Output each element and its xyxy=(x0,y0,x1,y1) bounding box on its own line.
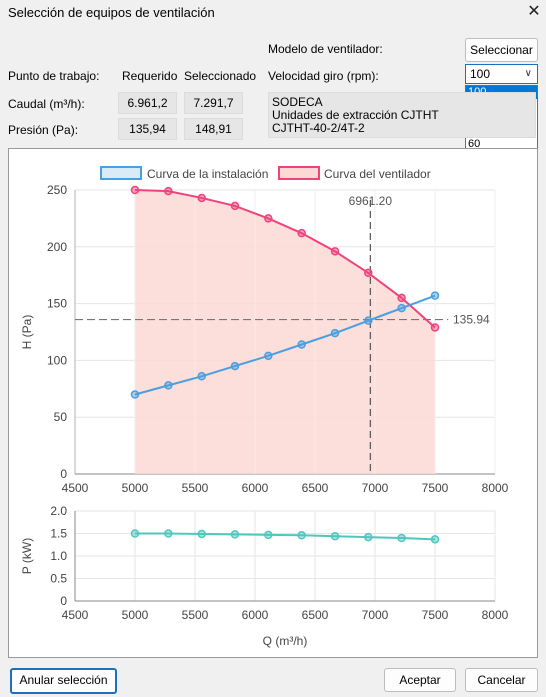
fan-curve-point xyxy=(397,293,406,303)
fan-model: CJTHT-40-2/4T-2 xyxy=(272,121,365,135)
cancelar-button[interactable]: Cancelar xyxy=(465,668,538,692)
presion-label: Presión (Pa): xyxy=(8,123,79,137)
chevron-down-icon: ∨ xyxy=(524,68,532,79)
speed-select-value: 100 xyxy=(470,67,491,81)
x-tick-label: 6000 xyxy=(242,481,269,495)
aceptar-button[interactable]: Aceptar xyxy=(384,668,456,692)
seleccionar-button[interactable]: Seleccionar xyxy=(465,38,538,62)
x-tick-label: 5000 xyxy=(122,481,149,495)
anular-seleccion-button[interactable]: Anular selección xyxy=(10,668,117,694)
installation-curve-point xyxy=(430,291,440,300)
fan-curve-area xyxy=(135,190,435,474)
presion-requerido-value: 135,94 xyxy=(118,118,177,140)
installation-curve-point xyxy=(230,361,240,371)
legend-fan-swatch xyxy=(278,166,320,180)
fan-curve-point xyxy=(130,185,140,195)
installation-curve-point xyxy=(130,390,140,399)
fan-manufacturer: SODECA xyxy=(272,95,323,109)
fan-curve-line xyxy=(134,189,436,329)
power-curve-point xyxy=(264,530,273,540)
power-curve-point xyxy=(297,531,306,540)
power-curve-point xyxy=(330,531,340,541)
modelo-label: Modelo de ventilador: xyxy=(268,42,383,56)
caudal-label: Caudal (m³/h): xyxy=(8,97,85,111)
x-tick-label: 5000 xyxy=(122,608,149,622)
installation-curve-point xyxy=(164,381,173,390)
power-curve-point xyxy=(130,529,140,538)
power-curve-point xyxy=(197,529,206,539)
x-tick-label: 5500 xyxy=(182,481,209,495)
x-tick-label: 7500 xyxy=(422,481,449,495)
fan-curve-point xyxy=(430,323,440,332)
x-tick-label: 4500 xyxy=(62,608,89,622)
y-tick-label: 2.0 xyxy=(50,504,67,518)
y-tick-label: 250 xyxy=(47,183,67,197)
y-tick-label: 100 xyxy=(47,353,67,367)
power-curve-point xyxy=(164,529,173,538)
fan-curve-point xyxy=(164,186,173,196)
close-icon[interactable]: ✕ xyxy=(527,3,541,20)
installation-curve-point xyxy=(364,316,373,325)
power-curve-line xyxy=(135,532,436,541)
power-curve-point xyxy=(430,535,440,544)
speed-option[interactable]: 60 xyxy=(468,138,481,150)
velocidad-label: Velocidad giro (rpm): xyxy=(268,69,379,83)
x-tick-label: 6500 xyxy=(302,608,329,622)
caudal-seleccionado-value: 7.291,7 xyxy=(184,92,243,114)
installation-curve-point xyxy=(297,340,306,349)
x-tick-label: 7000 xyxy=(362,608,389,622)
presion-seleccionado-value: 148,91 xyxy=(184,118,243,140)
requerido-header: Requerido xyxy=(122,69,178,83)
legend-installation-swatch xyxy=(100,166,142,180)
fan-info-box: SODECA Unidades de extracción CJTHT CJTH… xyxy=(268,92,536,138)
x-axis-label: Q (m³/h) xyxy=(263,634,308,648)
x-tick-label: 4500 xyxy=(62,481,89,495)
fan-curve-point xyxy=(230,201,240,211)
x-tick-label: 7000 xyxy=(362,481,389,495)
power-curve-point xyxy=(230,530,240,539)
x-tick-label: 6500 xyxy=(302,481,329,495)
x-tick-label: 6000 xyxy=(242,608,269,622)
installation-curve-point xyxy=(197,372,206,381)
fan-curve-point xyxy=(364,268,373,278)
y-tick-label: 0.5 xyxy=(50,572,67,586)
y-tick-label: 50 xyxy=(54,410,68,424)
legend-installation-label: Curva de la instalación xyxy=(147,167,268,181)
installation-curve-point xyxy=(330,328,340,338)
installation-curve-line xyxy=(134,294,436,396)
speed-select[interactable]: 100 ∨ xyxy=(465,64,538,84)
y-tick-label: 0 xyxy=(60,594,67,608)
fan-curve-point xyxy=(330,247,340,256)
fan-curve-point xyxy=(197,193,206,203)
y-tick-label: 1.0 xyxy=(50,549,67,563)
seleccionado-header: Seleccionado xyxy=(184,69,257,83)
charts-svg: 4500 5000 5500 6000 6500 7000 7500 8000 0 50 100 15… xyxy=(20,166,509,648)
chart-panel: 4500 5000 5500 6000 6500 7000 7500 8000 0 50 100 15… xyxy=(8,148,538,658)
x-tick-label: 8000 xyxy=(482,481,509,495)
installation-curve-point xyxy=(264,351,273,361)
y-tick-label: 150 xyxy=(47,297,67,311)
caudal-requerido-value: 6.961,2 xyxy=(118,92,177,114)
punto-trabajo-label: Punto de trabajo: xyxy=(8,69,100,83)
y-tick-label: 0 xyxy=(60,467,67,481)
y-axis-label: H (Pa) xyxy=(20,315,34,350)
power-curve-point xyxy=(397,533,406,543)
y-tick-label: 200 xyxy=(47,240,67,254)
operating-point-y-label: 135.94 xyxy=(453,313,490,327)
fan-series: Unidades de extracción CJTHT xyxy=(272,108,439,122)
operating-point-x-label: 6961.20 xyxy=(349,194,393,208)
fan-curve-point xyxy=(264,214,273,223)
x-tick-label: 8000 xyxy=(482,608,509,622)
window-title: Selección de equipos de ventilación xyxy=(8,5,215,20)
installation-curve-point xyxy=(397,303,406,313)
legend-fan-label: Curva del ventilador xyxy=(324,167,431,181)
y-tick-label: 1.5 xyxy=(50,527,67,541)
x-tick-label: 5500 xyxy=(182,608,209,622)
title-bar xyxy=(0,0,546,26)
power-curve-point xyxy=(364,532,373,542)
y-axis-label: P (kW) xyxy=(20,538,34,574)
fan-curve-point xyxy=(297,228,306,238)
x-tick-label: 7500 xyxy=(422,608,449,622)
